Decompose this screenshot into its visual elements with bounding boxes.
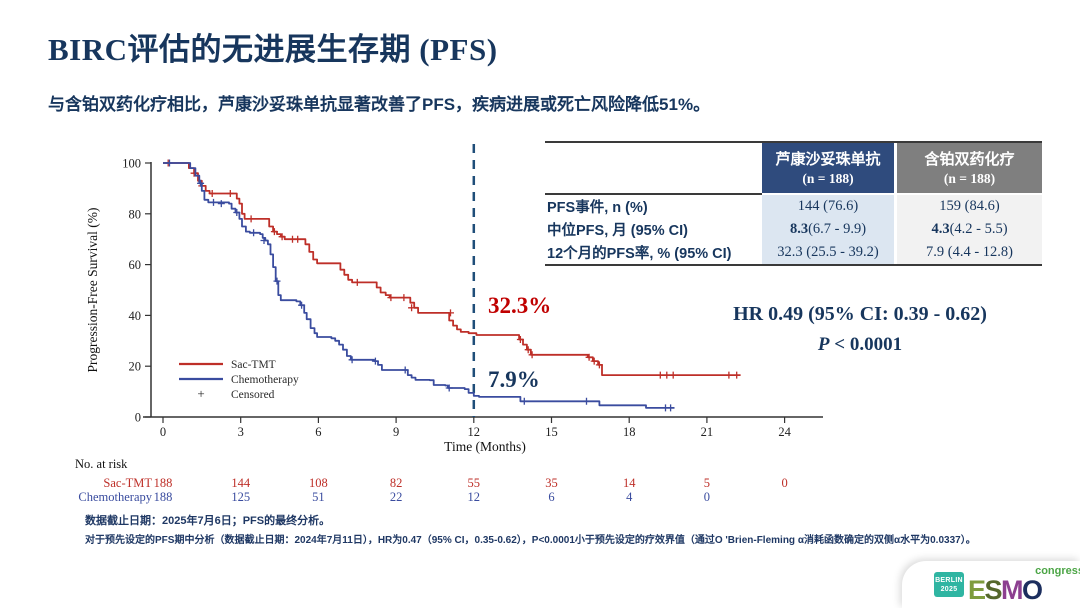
esmo-letter: O bbox=[1022, 574, 1043, 605]
p-symbol: P bbox=[817, 334, 830, 355]
risk-value: 14 bbox=[623, 476, 636, 490]
risk-table-title: No. at risk bbox=[75, 457, 128, 471]
footnotes: 数据截止日期：2025年7月6日；PFS的最终分析。 对于预先设定的PFS期中分… bbox=[85, 512, 976, 546]
value-rest: 144 (76.6) bbox=[797, 198, 859, 214]
risk-value: 4 bbox=[626, 490, 633, 504]
congress-label: congress bbox=[1035, 564, 1080, 577]
risk-value: 22 bbox=[390, 490, 403, 504]
risk-value: 0 bbox=[781, 476, 787, 490]
legend-label: Chemotherapy bbox=[231, 374, 299, 386]
y-tick-label: 0 bbox=[135, 411, 141, 425]
annotation-chemo-12mo-rate: 7.9% bbox=[488, 367, 540, 392]
risk-value: 188 bbox=[154, 476, 173, 490]
legend-label: Censored bbox=[231, 389, 275, 401]
value-median-sac: 8.3 (6.7 - 9.9) bbox=[762, 218, 894, 241]
risk-value: 144 bbox=[231, 476, 251, 490]
value-rest: (4.2 - 5.5) bbox=[949, 221, 1008, 237]
row-label-median-pfs: 中位PFS, 月 (95% CI) bbox=[547, 223, 688, 239]
risk-value: 6 bbox=[548, 490, 554, 504]
esmo-letter: E bbox=[968, 574, 986, 605]
risk-value: 12 bbox=[468, 490, 481, 504]
risk-value: 55 bbox=[468, 476, 481, 490]
esmo-wordmark: ESMO congress bbox=[968, 564, 1080, 606]
summary-table: 芦康沙妥珠单抗 (n = 188) 含铂双药化疗 (n = 188) PFS事件… bbox=[545, 141, 1042, 266]
x-tick-label: 18 bbox=[623, 425, 636, 439]
badge-year: 2025 bbox=[940, 585, 958, 593]
p-value-text: P < 0.0001 bbox=[690, 334, 1030, 356]
risk-row-label: Sac-TMT bbox=[103, 476, 152, 490]
risk-value: 35 bbox=[545, 476, 558, 490]
value-bold: 8.3 bbox=[789, 221, 809, 237]
footnote-2: 对于预先设定的PFS期中分析（数据截止日期：2024年7月11日），HR为0.4… bbox=[85, 535, 976, 546]
value-rest: 32.3 (25.5 - 39.2) bbox=[777, 244, 879, 260]
censored-plus-icon: + bbox=[197, 386, 204, 401]
summary-header-chemo: 含铂双药化疗 (n = 188) bbox=[894, 143, 1042, 193]
p-value: < 0.0001 bbox=[829, 334, 903, 355]
esmo-letter: M bbox=[1001, 574, 1024, 605]
legend-label: Sac-TMT bbox=[231, 359, 276, 371]
y-tick-label: 100 bbox=[122, 157, 141, 171]
x-axis-title: Time (Months) bbox=[444, 439, 526, 454]
header-chemo-name: 含铂双药化疗 bbox=[924, 150, 1015, 168]
risk-value: 82 bbox=[390, 476, 403, 490]
value-rest: 159 (84.6) bbox=[939, 198, 1000, 214]
km-legend: Sac-TMT Chemotherapy + Censored bbox=[179, 359, 299, 401]
risk-value: 125 bbox=[231, 490, 250, 504]
y-tick-label: 80 bbox=[129, 207, 142, 221]
risk-value: 188 bbox=[154, 490, 173, 504]
x-tick-label: 0 bbox=[160, 425, 166, 439]
hazard-ratio-block: HR 0.49 (95% CI: 0.39 - 0.62) P < 0.0001 bbox=[690, 303, 1030, 356]
x-tick-label: 9 bbox=[393, 425, 399, 439]
risk-value: 0 bbox=[704, 490, 710, 504]
x-tick-label: 3 bbox=[238, 425, 244, 439]
km-axes: 0 3 6 9 12 15 18 21 24 Time (Months) 0 20 40 60 80 100 P… bbox=[85, 157, 823, 454]
y-axis-title: Progression-Free Survival (%) bbox=[85, 208, 100, 373]
row-label-pfs-events: PFS事件, n (%) bbox=[547, 200, 648, 216]
footnote-1: 数据截止日期：2025年7月6日；PFS的最终分析。 bbox=[85, 515, 331, 527]
value-pfs-events-chemo: 159 (84.6) bbox=[894, 195, 1042, 218]
header-chemo-n: (n = 188) bbox=[943, 170, 996, 186]
summary-header-empty bbox=[545, 143, 762, 195]
hazard-ratio-text: HR 0.49 (95% CI: 0.39 - 0.62) bbox=[733, 303, 987, 325]
esmo-letters: ESMO bbox=[968, 574, 1043, 605]
value-pfs-events-sac: 144 (76.6) bbox=[762, 195, 894, 218]
y-tick-label: 20 bbox=[129, 360, 142, 374]
value-12mo-sac: 32.3 (25.5 - 39.2) bbox=[762, 241, 894, 264]
annotation-sac-12mo-rate: 32.3% bbox=[488, 293, 551, 318]
km-curve-chemotherapy bbox=[163, 162, 675, 409]
y-tick-label: 40 bbox=[129, 309, 142, 323]
header-sac-n: (n = 188) bbox=[802, 170, 854, 186]
risk-value: 108 bbox=[309, 476, 328, 490]
header-sac-name: 芦康沙妥珠单抗 bbox=[775, 150, 881, 168]
page-title: BIRC评估的无进展生存期 (PFS) bbox=[48, 32, 498, 67]
risk-value: 51 bbox=[312, 490, 325, 504]
km-curve-sac-tmt bbox=[163, 162, 741, 376]
esmo-letter: S bbox=[984, 574, 1003, 605]
x-tick-label: 6 bbox=[315, 425, 321, 439]
x-tick-label: 24 bbox=[778, 425, 791, 439]
x-tick-label: 15 bbox=[545, 425, 558, 439]
value-rest: 7.9 (4.4 - 12.8) bbox=[926, 244, 1013, 260]
berlin-2025-badge: BERLIN 2025 bbox=[934, 572, 964, 597]
risk-value: 5 bbox=[704, 476, 710, 490]
summary-header-sac-tmt: 芦康沙妥珠单抗 (n = 188) bbox=[762, 143, 894, 193]
censor-marks-chemotherapy bbox=[166, 159, 675, 412]
x-tick-label: 21 bbox=[701, 425, 714, 439]
value-12mo-chemo: 7.9 (4.4 - 12.8) bbox=[894, 241, 1042, 264]
y-tick-label: 60 bbox=[129, 258, 142, 272]
value-median-chemo: 4.3 (4.2 - 5.5) bbox=[894, 218, 1042, 241]
badge-city: BERLIN bbox=[935, 576, 963, 584]
value-rest: (6.7 - 9.9) bbox=[808, 221, 867, 237]
risk-row-label: Chemotherapy bbox=[78, 490, 152, 504]
subtitle: 与含铂双药化疗相比，芦康沙妥珠单抗显著改善了PFS，疾病进展或死亡风险降低51%… bbox=[48, 95, 711, 114]
x-tick-label: 12 bbox=[468, 425, 481, 439]
row-label-12mo-rate: 12个月的PFS率, % (95% CI) bbox=[547, 246, 732, 262]
value-bold: 4.3 bbox=[931, 221, 950, 237]
esmo-congress-logo: BERLIN 2025 ESMO congress bbox=[902, 561, 1080, 608]
